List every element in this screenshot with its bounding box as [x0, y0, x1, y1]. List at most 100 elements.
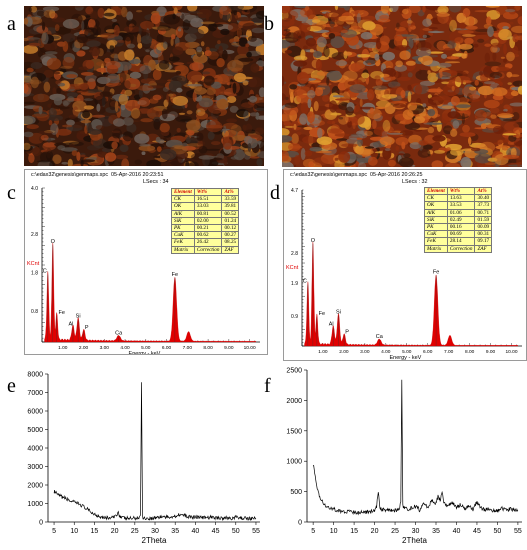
micrograph-grain	[206, 87, 216, 96]
xrd-x-tick-label: 40	[191, 528, 199, 535]
micrograph-a-image	[24, 6, 264, 166]
micrograph-grain	[130, 107, 141, 119]
micrograph-grain	[420, 55, 433, 66]
micrograph-grain	[121, 158, 130, 166]
xrd-y-tick-label: 2500	[286, 368, 302, 375]
micrograph-grain	[465, 25, 478, 30]
micrograph-grain	[364, 119, 372, 130]
micrograph-grain	[477, 85, 494, 96]
micrograph-grain	[337, 15, 352, 22]
micrograph-grain	[192, 53, 208, 64]
micrograph-grain	[466, 98, 480, 103]
micrograph-grain	[62, 56, 75, 69]
micrograph-grain	[24, 142, 31, 151]
micrograph-grain	[449, 19, 457, 32]
micrograph-grain	[62, 41, 69, 52]
micrograph-grain	[293, 123, 297, 130]
micrograph-grain	[113, 54, 119, 63]
micrograph-grain	[139, 65, 152, 75]
micrograph-grain	[402, 109, 414, 120]
micrograph-grain	[303, 126, 313, 130]
micrograph-grain	[441, 53, 447, 59]
micrograph-grain	[512, 112, 520, 121]
micrograph-grain	[372, 86, 382, 89]
micrograph-grain	[247, 143, 252, 152]
micrograph-grain	[463, 80, 472, 83]
micrograph-grain	[353, 114, 365, 125]
micrograph-grain	[236, 76, 253, 80]
panel-label-c: c	[7, 182, 16, 204]
micrograph-grain	[122, 131, 133, 142]
micrograph-grain	[230, 156, 239, 160]
eds-c-table: Element Wt% At% CK 16.51 33.59 OK 33.03 39.81 …	[171, 187, 240, 254]
eds-c-col-at: At%	[221, 187, 240, 197]
micrograph-grain	[451, 85, 455, 91]
micrograph-grain	[122, 117, 134, 126]
eds-c-row: OK 33.03 39.81	[171, 202, 240, 211]
micrograph-grain	[394, 45, 411, 51]
micrograph-grain	[283, 105, 299, 116]
micrograph-grain	[340, 29, 348, 34]
micrograph-grain	[107, 73, 120, 81]
micrograph-grain	[105, 60, 121, 70]
micrograph-grain	[410, 103, 422, 106]
xrd-x-tick-label: 55	[252, 528, 260, 535]
micrograph-grain	[457, 30, 474, 34]
micrograph-grain	[459, 22, 466, 30]
micrograph-grain	[479, 71, 483, 76]
micrograph-grain	[380, 130, 388, 138]
xrd-x-axis-label: 2Theta	[402, 536, 427, 545]
micrograph-grain	[85, 59, 95, 69]
micrograph-grain	[316, 36, 327, 48]
micrograph-grain	[449, 31, 462, 43]
micrograph-grain	[45, 51, 58, 55]
micrograph-grain	[302, 136, 316, 144]
micrograph-grain	[230, 124, 242, 135]
xrd-y-tick-label: 6000	[27, 409, 43, 416]
micrograph-grain	[462, 124, 470, 133]
micrograph-grain	[435, 71, 452, 79]
micrograph-grain	[217, 40, 221, 45]
micrograph-grain	[138, 97, 151, 107]
micrograph-grain	[249, 156, 260, 159]
micrograph-grain	[358, 149, 374, 155]
eds-peak-label: P	[345, 329, 349, 335]
micrograph-grain	[459, 109, 471, 117]
micrograph-grain	[512, 80, 522, 87]
micrograph-grain	[517, 16, 522, 26]
micrograph-grain	[387, 159, 396, 167]
micrograph-grain	[66, 74, 78, 79]
micrograph-grain	[38, 106, 43, 115]
micrograph-grain	[436, 87, 442, 95]
micrograph-grain	[326, 76, 330, 86]
eds-d-row: AlK 01.06 00.71	[424, 208, 493, 217]
micrograph-grain	[323, 46, 330, 58]
eds-x-tick-label: 10.00	[506, 349, 518, 355]
micrograph-grain	[330, 124, 340, 134]
micrograph-grain	[185, 151, 195, 159]
micrograph-grain	[309, 48, 314, 53]
micrograph-grain	[237, 44, 249, 56]
micrograph-grain	[432, 135, 446, 142]
eds-peak-label: Fe	[319, 311, 325, 317]
eds-x-tick-label: 2.00	[79, 345, 89, 351]
micrograph-grain	[517, 85, 522, 95]
micrograph-grain	[244, 123, 253, 133]
micrograph-grain	[427, 108, 436, 117]
micrograph-grain	[256, 158, 263, 166]
micrograph-grain	[146, 159, 162, 166]
panel-label-e: e	[7, 375, 16, 397]
eds-y-tick-label: 4.0	[31, 186, 38, 192]
micrograph-grain	[96, 103, 101, 112]
micrograph-grain	[139, 20, 154, 30]
eds-d-row: FeK 28.14 09.17	[424, 237, 493, 246]
micrograph-grain	[49, 160, 55, 166]
micrograph-grain	[439, 71, 443, 78]
micrograph-grain	[343, 51, 353, 56]
micrograph-grain	[112, 133, 121, 139]
micrograph-grain	[447, 111, 460, 119]
micrograph-grain	[283, 120, 291, 127]
micrograph-grain	[505, 9, 516, 13]
micrograph-grain	[308, 161, 315, 167]
micrograph-grain	[81, 20, 85, 32]
